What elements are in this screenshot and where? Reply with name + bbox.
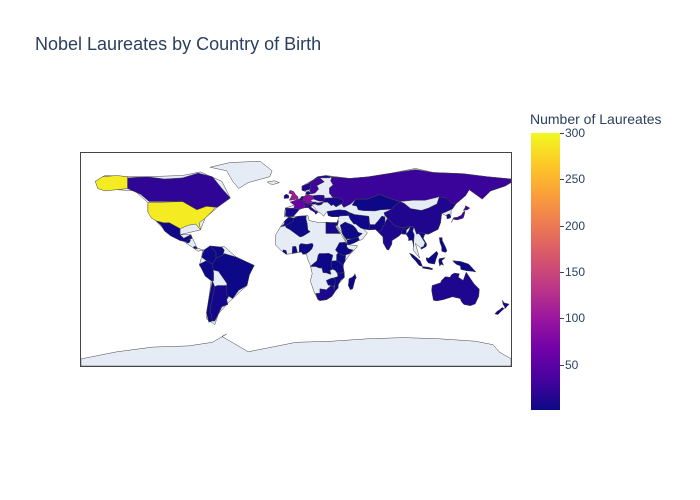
country-belgium[interactable]: Belgium: 10 <box>298 198 304 202</box>
country-united-kingdom[interactable]: United Kingdom: 105 <box>288 189 299 201</box>
country-indonesia[interactable]: Indonesia: 1 <box>408 252 424 267</box>
chart-title: Nobel Laureates by Country of Birth <box>35 34 322 54</box>
colorbar-tick-label: 200 <box>565 218 586 233</box>
country-ireland[interactable]: Ireland: 7 <box>283 193 290 199</box>
colorbar-tick-mark <box>560 179 564 181</box>
colorbar-tick-label: 100 <box>565 311 586 326</box>
colorbar-title: Number of Laureates <box>530 111 662 127</box>
country-japan[interactable]: Japan: 28 <box>451 210 466 223</box>
country-turkey[interactable]: Turkey: 3 <box>326 209 350 217</box>
colorbar-tick-mark <box>560 364 564 366</box>
map-canvas[interactable]: United States: 290United States: 290Unit… <box>81 153 511 366</box>
colorbar-tick-mark <box>560 133 564 134</box>
world-map[interactable]: United States: 290United States: 290Unit… <box>80 152 512 367</box>
country-indonesia[interactable]: Indonesia: 1 <box>422 266 434 270</box>
country-pakistan[interactable]: Pakistan: 3 <box>368 215 386 232</box>
country-indonesia[interactable]: Indonesia: 1 <box>438 257 447 267</box>
colorbar-tick-mark <box>560 225 564 227</box>
country-bangladesh[interactable]: Bangladesh: 1 <box>400 228 407 235</box>
colorbar-tick-label: 250 <box>565 172 586 187</box>
country-indonesia[interactable]: Indonesia: 1 <box>451 260 477 273</box>
country-denmark[interactable]: Denmark: 12 <box>305 190 312 195</box>
country-myanmar[interactable]: Myanmar: 1 <box>405 226 415 247</box>
country-ghana[interactable]: Ghana: 1 <box>291 246 298 254</box>
colorbar-tick-label: 150 <box>565 264 586 279</box>
country-zimbabwe[interactable]: Zimbabwe: 1 <box>325 277 336 287</box>
country-egypt[interactable]: Egypt: 6 <box>325 221 341 234</box>
country-chile[interactable]: Chile: 2 <box>206 279 216 323</box>
country-new-zealand[interactable]: New Zealand: 3 <box>494 307 505 315</box>
country-spain[interactable]: Spain: 8 <box>284 207 301 218</box>
country-kazakhstan[interactable]: Kazakhstan: 1 <box>351 194 401 212</box>
country-liberia[interactable]: Liberia: 2 <box>281 249 288 255</box>
colorbar-tick-label: 50 <box>565 357 579 372</box>
country-peru[interactable]: Peru: 1 <box>198 260 214 282</box>
country-new-zealand[interactable]: New Zealand: 3 <box>501 300 510 310</box>
country-mexico[interactable]: Mexico: 3 <box>156 220 193 243</box>
country-china[interactable]: China: 12 <box>383 196 458 235</box>
landmass <box>266 180 281 185</box>
country-vietnam[interactable]: Vietnam: 1 <box>417 232 427 250</box>
country-italy[interactable]: Italy: 20 <box>304 203 319 215</box>
country-guatemala[interactable]: Guatemala: 2 <box>185 237 191 244</box>
country-norway[interactable]: Norway: 12 <box>301 175 333 192</box>
country-hungary[interactable]: Hungary: 9 <box>314 201 324 206</box>
country-australia[interactable]: Australia: 11 <box>431 271 480 306</box>
country-tanzania[interactable]: Tanzania: 1 <box>330 260 345 274</box>
colorbar-tick-mark <box>560 318 564 320</box>
country-algeria[interactable]: Algeria: 2 <box>285 215 311 238</box>
colorbar-tick-mark <box>560 271 564 273</box>
country-philippines[interactable]: Philippines: 1 <box>439 237 448 253</box>
country-japan[interactable]: Japan: 28 <box>462 205 471 211</box>
country-saudi-arabia[interactable]: Saudi Arabia: 1 <box>339 221 363 241</box>
country-ukraine[interactable]: Ukraine: 6 <box>321 197 345 208</box>
country-mozambique[interactable]: Mozambique: 1 <box>331 271 345 292</box>
country-russia[interactable]: Russia: 27 <box>329 169 511 209</box>
colorbar-tick-label: 300 <box>565 126 586 140</box>
country-nigeria[interactable]: Nigeria: 1 <box>298 243 314 255</box>
country-yemen[interactable]: Yemen: 1 <box>346 236 360 245</box>
antarctica <box>81 333 511 366</box>
country-costa-rica[interactable]: Costa Rica: 1 <box>193 246 198 250</box>
country-ethiopia[interactable]: Ethiopia: 1 <box>335 241 354 256</box>
country-iran[interactable]: Iran: 2 <box>348 212 372 230</box>
country-venezuela[interactable]: Venezuela: 1 <box>209 245 225 259</box>
country-madagascar[interactable]: Madagascar: 1 <box>348 272 357 291</box>
country-canada[interactable]: Canada: 21 <box>127 172 231 211</box>
colorbar <box>531 133 560 410</box>
country-south-korea[interactable]: South Korea: 2 <box>446 213 451 220</box>
landmass <box>209 161 273 189</box>
country-indonesia[interactable]: Indonesia: 1 <box>425 250 439 265</box>
